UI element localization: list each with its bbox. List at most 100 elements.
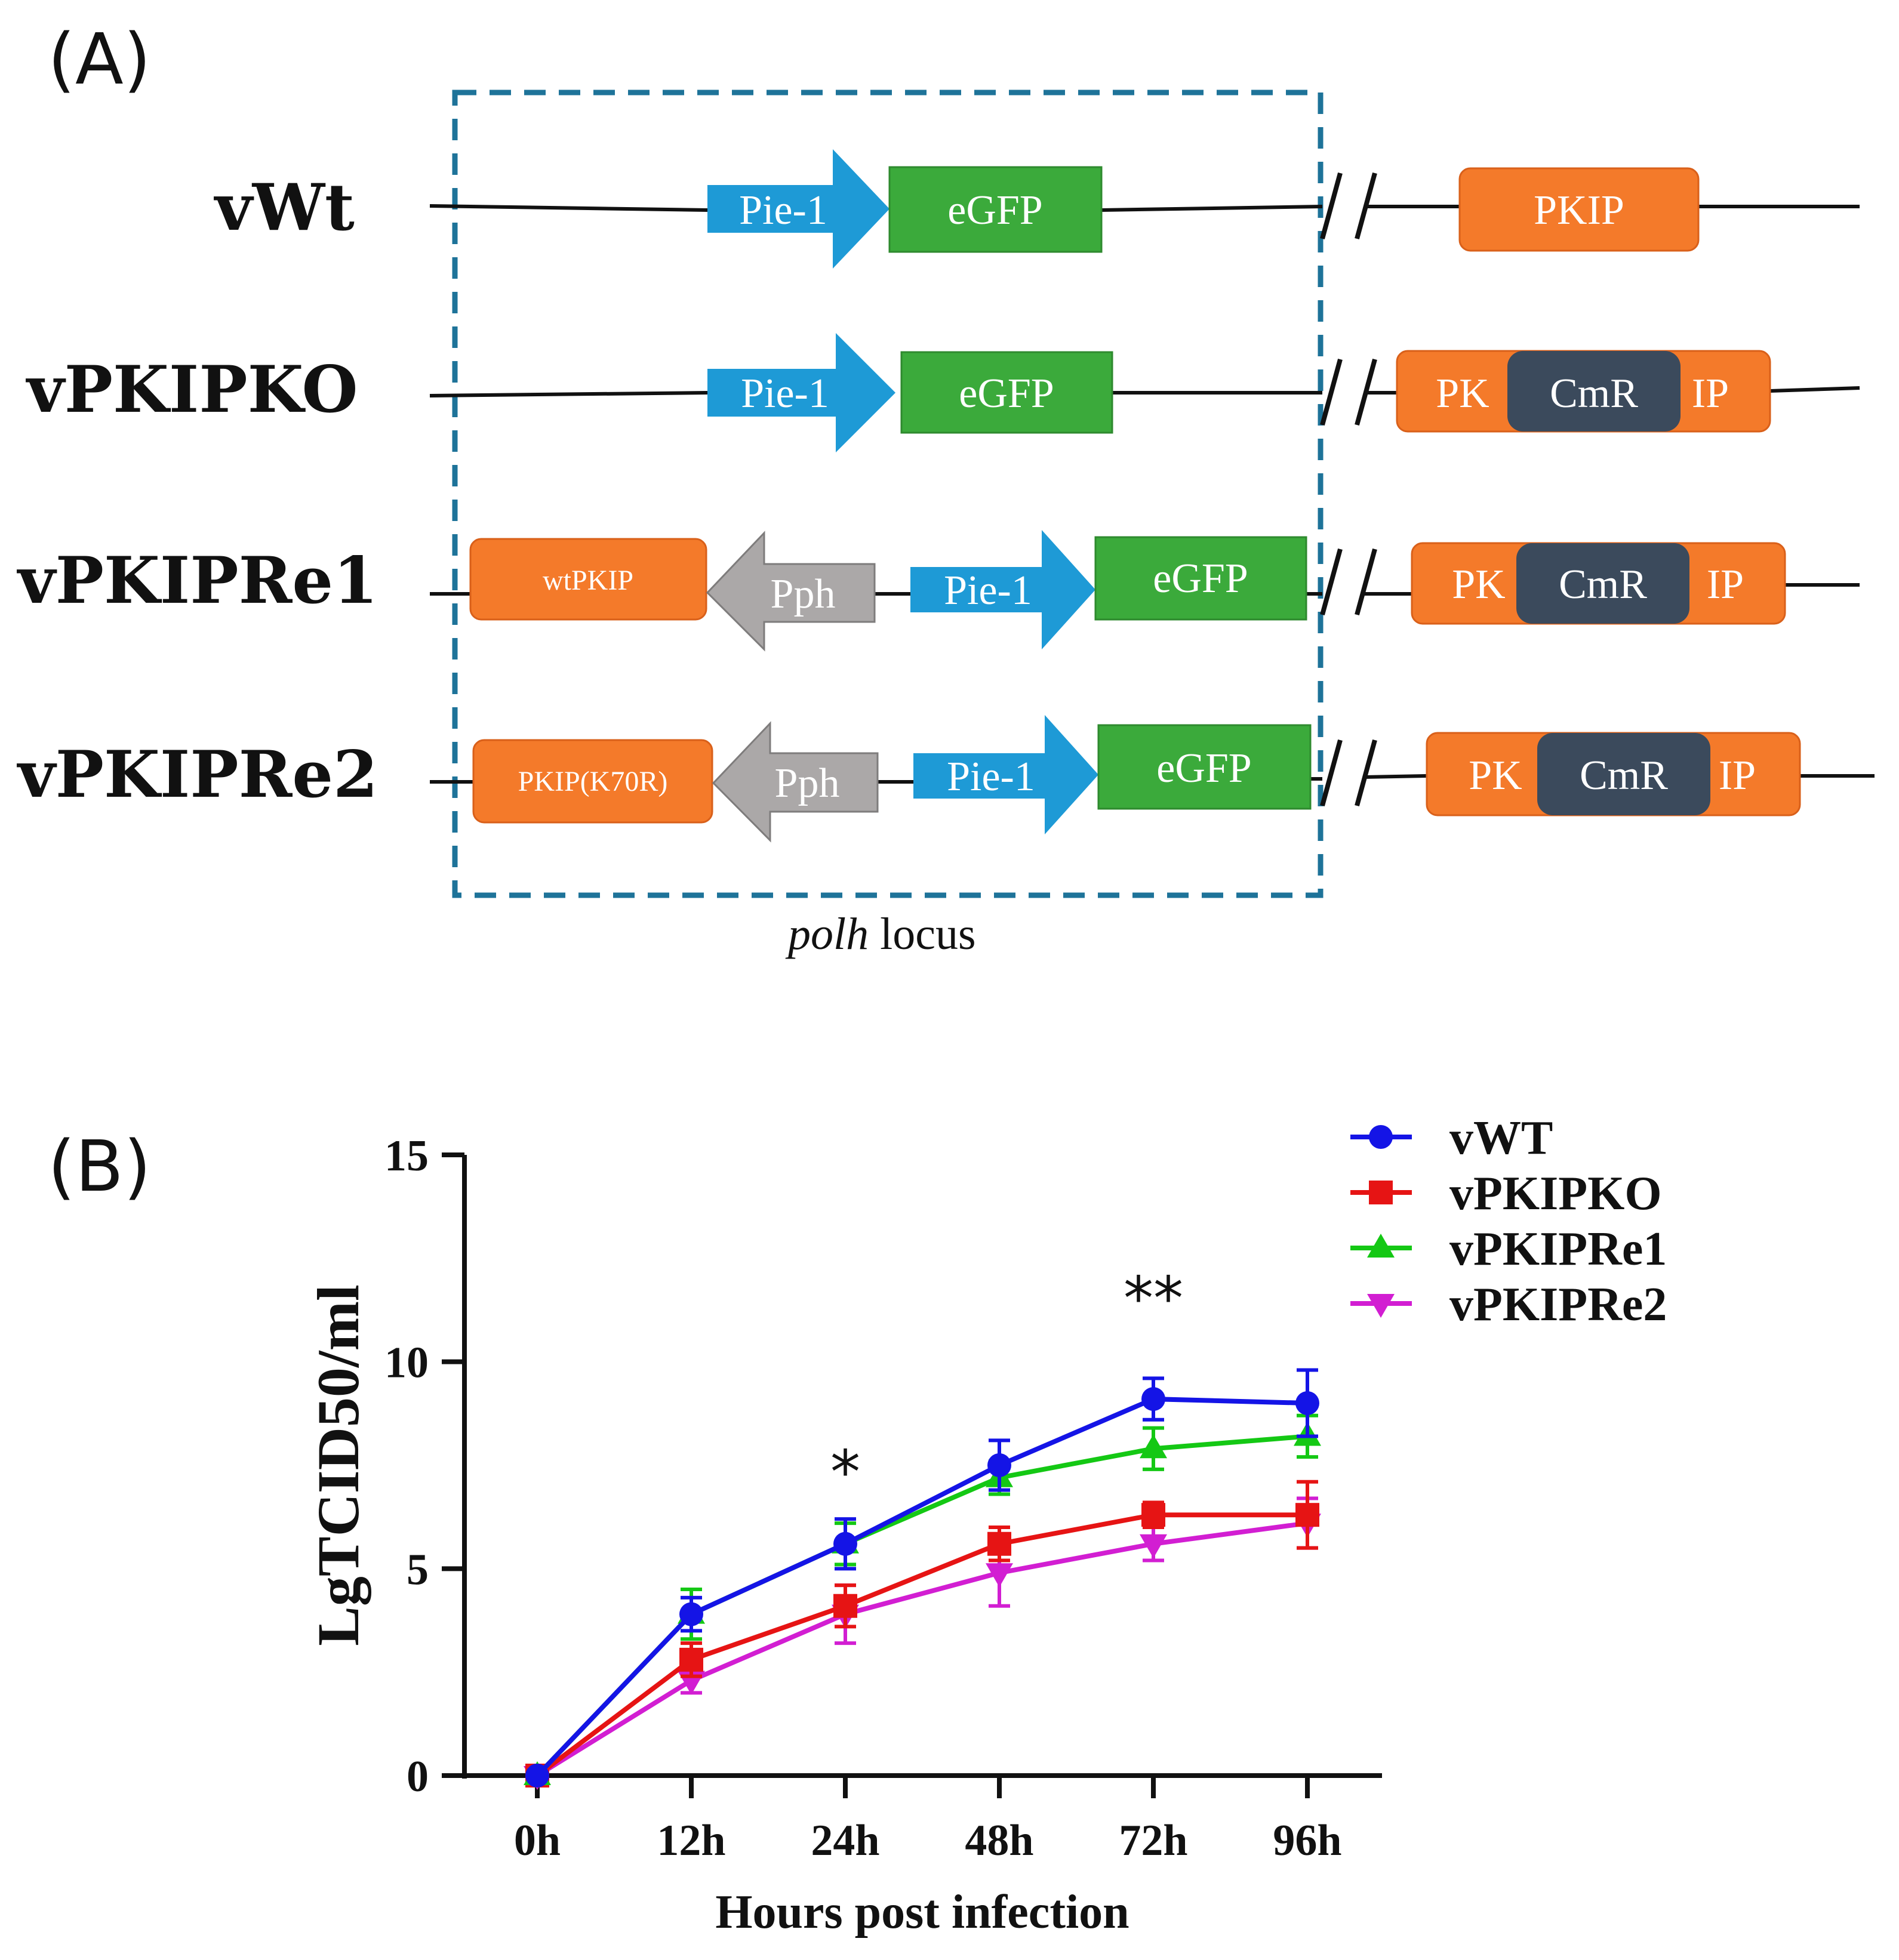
ip-label: IP: [1707, 562, 1744, 608]
rescue-gene-label: wtPKIP: [543, 565, 633, 596]
series-vpkipko: [525, 1480, 1319, 1788]
construct-row-vpkipko: vPKIPKO Pie-1 eGFP PK CmR IP: [26, 333, 1860, 452]
series-line: [535, 1512, 1307, 1778]
x-tick-label: 12h: [657, 1816, 725, 1865]
y-tick-label: 0: [407, 1752, 429, 1801]
panel-b: (B) 0 5 10 15 0h 12h 24h 48h 72h 96h Hours post …: [48, 1112, 1667, 1939]
polh-italic-text: polh: [785, 909, 869, 959]
data-point: [1295, 1503, 1319, 1527]
backbone-line: [429, 204, 708, 212]
series-line: [535, 1521, 1308, 1778]
significance-mark: **: [1124, 1263, 1183, 1333]
break-mark: [1355, 358, 1377, 426]
data-point: [1295, 1391, 1319, 1415]
construct-row-vpkipre2: vPKIPRe2 PKIP(K70R) Pph Pie-1 eGFP PK Cm…: [17, 715, 1875, 843]
cmr-insert-box: [1507, 351, 1681, 432]
x-tick-label: 72h: [1119, 1816, 1187, 1865]
data-point: [679, 1647, 703, 1672]
ip-label: IP: [1719, 753, 1756, 799]
series-vwt: [525, 1368, 1319, 1788]
row-label-vpkipre2: vPKIPRe2: [17, 737, 378, 812]
y-ticks: 0 5 10 15: [384, 1132, 464, 1801]
break-mark: [1355, 548, 1377, 616]
pie1-label: Pie-1: [741, 371, 829, 417]
legend-label: vPKIPRe1: [1449, 1223, 1667, 1275]
y-tick-label: 15: [384, 1132, 429, 1181]
pph-label: Pph: [771, 571, 836, 617]
data-point: [833, 1594, 857, 1618]
pie1-promoter-arrow: [707, 149, 890, 269]
data-point: [679, 1602, 703, 1626]
y-tick-label: 5: [407, 1545, 429, 1594]
row-label-vpkipre1: vPKIPRe1: [17, 543, 378, 618]
row-label-vwt: vWt: [214, 170, 355, 245]
pie1-label: Pie-1: [739, 187, 827, 233]
legend-label: vPKIPKO: [1449, 1167, 1662, 1220]
x-tick-label: 96h: [1273, 1816, 1341, 1865]
y-axis-title: LgTCID50/ml: [305, 1284, 371, 1646]
data-point: [833, 1531, 857, 1556]
construct-row-vpkipre1: vPKIPRe1 wtPKIP Pph Pie-1 eGFP PK CmR IP: [17, 530, 1860, 652]
legend-label: vWT: [1449, 1112, 1553, 1164]
data-point: [1141, 1503, 1165, 1527]
rescue-gene-box: [469, 538, 707, 621]
pph-promoter-arrow: [712, 721, 879, 843]
x-tick-label: 48h: [965, 1816, 1033, 1865]
pk-label: PK: [1469, 753, 1522, 799]
backbone-line: [429, 391, 708, 397]
cmr-label: CmR: [1550, 371, 1638, 417]
break-mark: [1320, 172, 1343, 240]
panel-a: (A) polh locus vWt Pie-1 eGFP PKIP vPKIP…: [17, 18, 1875, 959]
break-mark: [1355, 739, 1377, 807]
series-vpkipre2: [524, 1496, 1321, 1790]
pph-label: Pph: [775, 760, 840, 806]
series-line: [535, 1397, 1308, 1777]
pie1-label: Pie-1: [947, 754, 1035, 800]
pkip-label: PKIP: [1534, 187, 1624, 233]
data-point: [987, 1531, 1011, 1556]
pie1-promoter-arrow: [707, 333, 895, 452]
plot-area: [524, 1368, 1321, 1790]
rescue-gene-label: PKIP(K70R): [518, 766, 668, 797]
data-point: [986, 1563, 1013, 1588]
data-point: [1141, 1387, 1165, 1412]
egfp-label: eGFP: [1153, 556, 1248, 602]
series-vpkipre1: [524, 1413, 1321, 1785]
pie1-promoter-arrow: [910, 530, 1095, 649]
rescue-gene-box: [472, 739, 713, 824]
panel-b-label: (B): [48, 1125, 151, 1207]
data-point: [1140, 1434, 1167, 1459]
egfp-label: eGFP: [959, 371, 1054, 417]
egfp-box: [900, 351, 1113, 434]
construct-row-vwt: vWt Pie-1 eGFP PKIP: [214, 149, 1860, 269]
significance-marks: ***: [830, 1263, 1183, 1507]
locus-text: locus: [869, 909, 975, 959]
pie1-promoter-arrow: [913, 715, 1098, 834]
egfp-box: [1097, 724, 1312, 810]
legend-marker: [1367, 1294, 1395, 1318]
cmr-label: CmR: [1559, 562, 1647, 608]
y-tick-label: 10: [384, 1339, 429, 1388]
row-label-vpkipko: vPKIPKO: [26, 352, 358, 427]
significance-mark: *: [830, 1437, 860, 1507]
x-tick-label: 24h: [811, 1816, 879, 1865]
cmr-insert-box: [1516, 543, 1689, 624]
data-point: [525, 1764, 549, 1788]
data-point: [1140, 1534, 1167, 1558]
panel-a-label: (A): [48, 18, 151, 100]
pkip-locus-box: [1458, 167, 1700, 252]
break-mark: [1320, 358, 1343, 426]
backbone-line: [1364, 774, 1427, 779]
x-axis-title: Hours post infection: [715, 1886, 1129, 1939]
ip-label: IP: [1692, 371, 1729, 417]
egfp-label: eGFP: [947, 187, 1042, 233]
legend-label: vPKIPRe2: [1449, 1278, 1667, 1331]
egfp-box: [888, 166, 1103, 253]
pk-label: PK: [1436, 371, 1489, 417]
legend-marker: [1369, 1125, 1393, 1149]
break-mark: [1320, 548, 1343, 616]
polh-locus-box: [452, 90, 1324, 898]
cmr-label: CmR: [1580, 753, 1668, 799]
